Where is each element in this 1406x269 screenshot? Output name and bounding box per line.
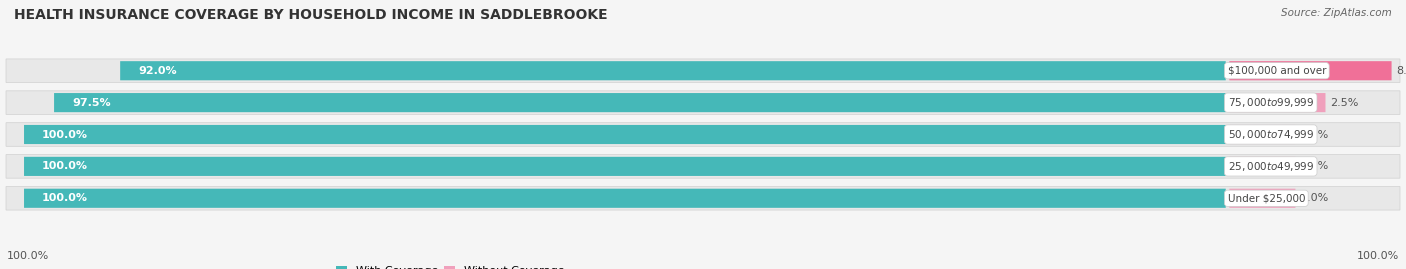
Text: 92.0%: 92.0% <box>138 66 177 76</box>
Text: 2.5%: 2.5% <box>1330 98 1358 108</box>
FancyBboxPatch shape <box>6 91 1400 114</box>
FancyBboxPatch shape <box>24 157 1226 176</box>
Text: 100.0%: 100.0% <box>42 193 89 203</box>
Text: 100.0%: 100.0% <box>7 251 49 261</box>
Text: 100.0%: 100.0% <box>42 161 89 171</box>
Text: 100.0%: 100.0% <box>42 129 89 140</box>
FancyBboxPatch shape <box>1229 189 1295 208</box>
Text: 97.5%: 97.5% <box>72 98 111 108</box>
FancyBboxPatch shape <box>24 189 1226 208</box>
FancyBboxPatch shape <box>1229 125 1295 144</box>
FancyBboxPatch shape <box>120 61 1226 80</box>
FancyBboxPatch shape <box>1229 157 1295 176</box>
FancyBboxPatch shape <box>24 125 1226 144</box>
Text: $100,000 and over: $100,000 and over <box>1227 66 1326 76</box>
FancyBboxPatch shape <box>6 123 1400 146</box>
FancyBboxPatch shape <box>6 59 1400 83</box>
FancyBboxPatch shape <box>53 93 1226 112</box>
FancyBboxPatch shape <box>6 155 1400 178</box>
Text: 0.0%: 0.0% <box>1301 129 1329 140</box>
Legend: With Coverage, Without Coverage: With Coverage, Without Coverage <box>332 261 568 269</box>
Text: Source: ZipAtlas.com: Source: ZipAtlas.com <box>1281 8 1392 18</box>
Text: HEALTH INSURANCE COVERAGE BY HOUSEHOLD INCOME IN SADDLEBROOKE: HEALTH INSURANCE COVERAGE BY HOUSEHOLD I… <box>14 8 607 22</box>
FancyBboxPatch shape <box>1229 93 1326 112</box>
Text: Under $25,000: Under $25,000 <box>1227 193 1305 203</box>
Text: $25,000 to $49,999: $25,000 to $49,999 <box>1227 160 1313 173</box>
Text: 0.0%: 0.0% <box>1301 193 1329 203</box>
Text: $50,000 to $74,999: $50,000 to $74,999 <box>1227 128 1313 141</box>
FancyBboxPatch shape <box>6 186 1400 210</box>
Text: $75,000 to $99,999: $75,000 to $99,999 <box>1227 96 1313 109</box>
Text: 0.0%: 0.0% <box>1301 161 1329 171</box>
FancyBboxPatch shape <box>1229 61 1392 80</box>
Text: 8.0%: 8.0% <box>1396 66 1406 76</box>
Text: 100.0%: 100.0% <box>1357 251 1399 261</box>
